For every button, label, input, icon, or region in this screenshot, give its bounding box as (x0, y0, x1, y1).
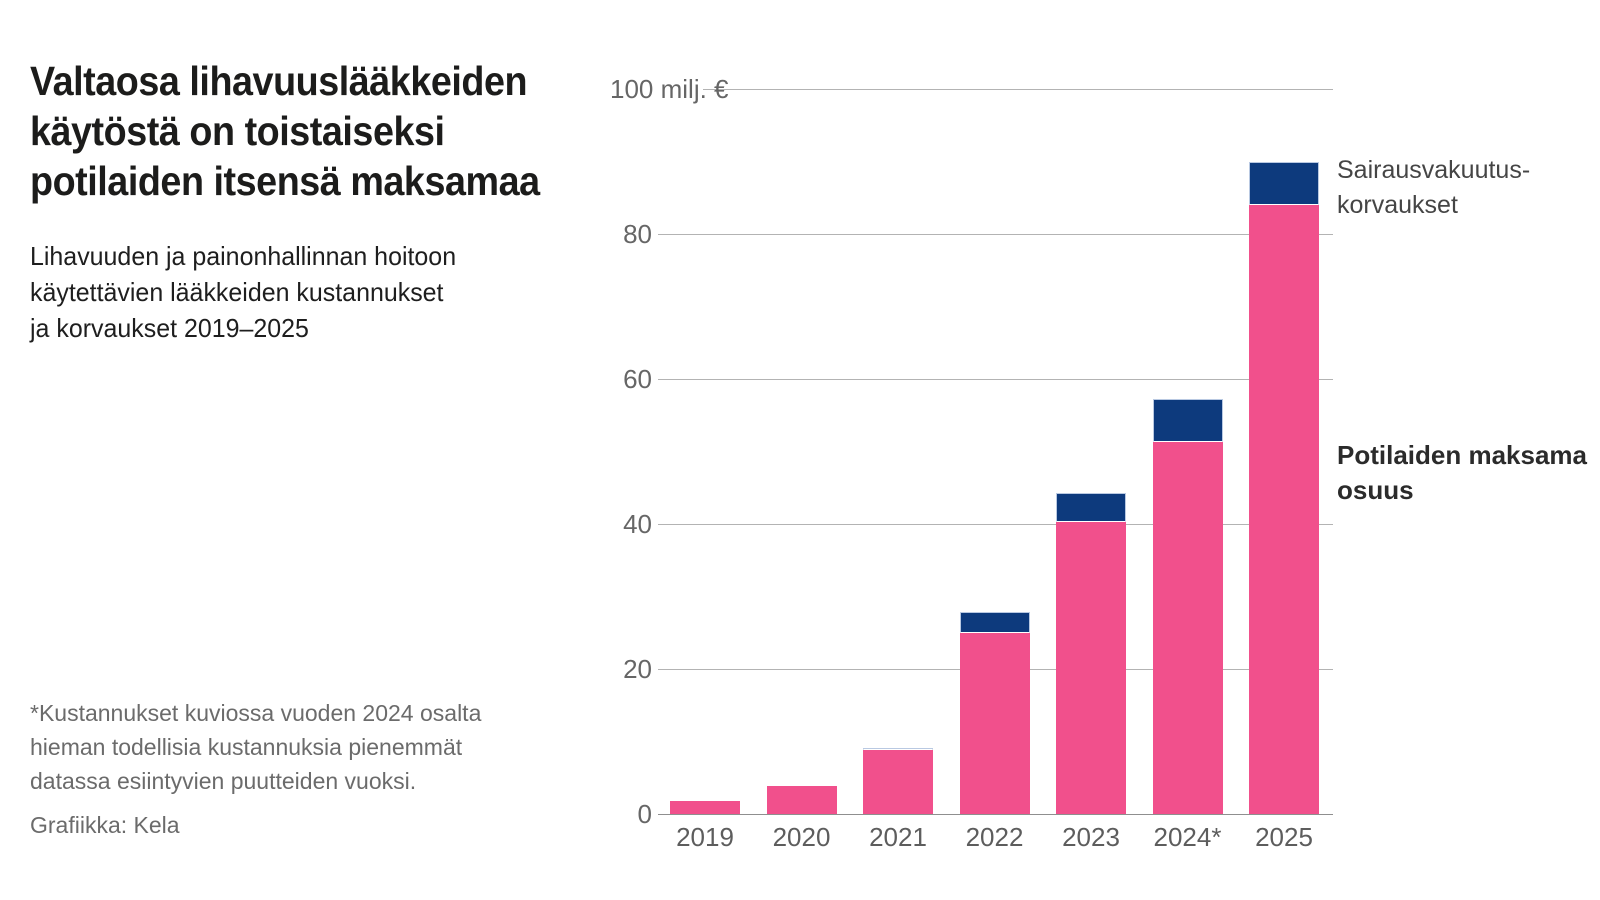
footnote: *Kustannukset kuviossa vuoden 2024 osalt… (30, 700, 482, 794)
y-axis-label-40: 40 (623, 509, 652, 539)
x-axis-label-2022: 2022 (965, 822, 1024, 852)
gridline-100 (703, 88, 1333, 90)
x-axis-label-2019: 2019 (676, 822, 734, 852)
gridline-80 (658, 233, 1333, 235)
source-credit: Grafiikka: Kela (30, 812, 180, 838)
bar-2024-reimbursement-segment (1152, 399, 1223, 443)
bar-2025 (1249, 161, 1319, 814)
bar-2020 (766, 786, 837, 814)
x-axis-label-2023: 2023 (1062, 822, 1120, 852)
bar-2020-patient-segment (766, 786, 837, 814)
bar-2019 (670, 800, 740, 814)
bar-2025-patient-segment (1249, 205, 1319, 814)
bar-2024 (1152, 399, 1223, 814)
chart-title: Valtaosa lihavuuslääkkeiden käytöstä on … (30, 58, 540, 204)
y-axis-label-100: 100 milj. € (610, 74, 729, 104)
y-axis-label-0: 0 (637, 799, 652, 829)
y-axis-label-80: 80 (623, 219, 652, 249)
gridline-0 (658, 813, 1333, 815)
x-axis-label-2024: 2024* (1153, 822, 1222, 852)
series-label-patients: Potilaiden maksama osuus (1337, 440, 1587, 505)
bar-2019-patient-segment (670, 800, 740, 814)
series-label-reimbursements: Sairausvakuutus- korvaukset (1337, 156, 1531, 219)
bar-2022-patient-segment (959, 632, 1030, 814)
bar-2021-reimbursement-segment (863, 747, 933, 750)
bar-2022-reimbursement-segment (959, 612, 1030, 633)
y-axis-label-60: 60 (623, 364, 652, 394)
bar-2021-patient-segment (863, 749, 933, 814)
x-axis-label-2025: 2025 (1255, 822, 1313, 852)
gridline-60 (658, 378, 1333, 380)
bar-2024-patient-segment (1152, 442, 1223, 814)
bar-2023 (1056, 492, 1126, 814)
gridline-40 (658, 523, 1333, 525)
x-axis-label-2020: 2020 (772, 822, 831, 852)
x-axis-label-2021: 2021 (869, 822, 927, 852)
y-axis-label-20: 20 (623, 654, 652, 684)
chart-subtitle: Lihavuuden ja painonhallinnan hoitoon kä… (30, 241, 457, 343)
bar-2022 (959, 612, 1030, 814)
bar-2023-patient-segment (1056, 521, 1126, 814)
bar-2025-reimbursement-segment (1249, 161, 1319, 205)
bar-2021 (863, 747, 933, 814)
bar-2023-reimbursement-segment (1056, 492, 1126, 522)
